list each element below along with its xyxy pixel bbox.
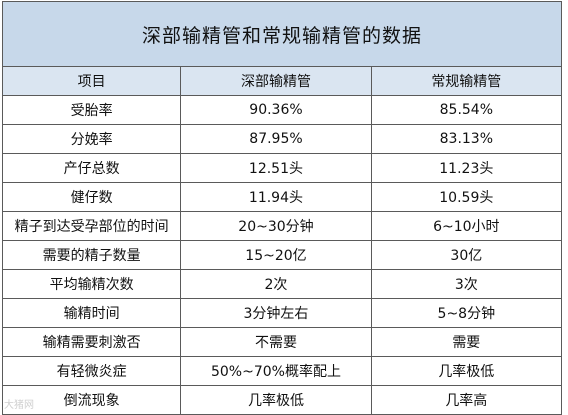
row-item-label: 倒流现象 [1,385,182,415]
row-deep-value: 几率极低 [180,385,372,415]
row-regular-value: 30亿 [370,240,563,270]
row-regular-value: 几率高 [370,385,563,415]
row-regular-value: 需要 [370,327,563,357]
row-deep-value: 不需要 [180,327,372,357]
row-item-label: 产仔总数 [1,153,182,183]
row-deep-value: 15~20亿 [180,240,372,270]
table-row: 平均输精次数 2次 3次 [1,269,563,299]
table-row: 需要的精子数量 15~20亿 30亿 [1,240,563,270]
row-regular-value: 6~10小时 [370,211,563,241]
row-deep-value: 2次 [180,269,372,299]
row-regular-value: 几率极低 [370,356,563,386]
row-item-label: 健仔数 [1,182,182,212]
row-regular-value: 83.13% [370,124,563,154]
table-row: 有轻微炎症 50%~70%概率配上 几率极低 [1,356,563,386]
row-item-label: 有轻微炎症 [1,356,182,386]
row-deep-value: 87.95% [180,124,372,154]
header-row: 项目 深部输精管 常规输精管 [1,66,563,96]
row-item-label: 分娩率 [1,124,182,154]
row-regular-value: 85.54% [370,95,563,125]
table-row: 健仔数 11.94头 10.59头 [1,182,563,212]
table-row: 输精需要刺激否 不需要 需要 [1,327,563,357]
header-regular-catheter: 常规输精管 [370,66,563,96]
table-row: 受胎率 90.36% 85.54% [1,95,563,125]
table-row: 倒流现象 几率极低 几率高 [1,385,563,415]
row-deep-value: 50%~70%概率配上 [180,356,372,386]
header-item: 项目 [1,66,182,96]
row-deep-value: 3分钟左右 [180,298,372,328]
table-row: 输精时间 3分钟左右 5~8分钟 [1,298,563,328]
table-row: 精子到达受孕部位的时间 20~30分钟 6~10小时 [1,211,563,241]
table-row: 分娩率 87.95% 83.13% [1,124,563,154]
row-deep-value: 90.36% [180,95,372,125]
row-item-label: 精子到达受孕部位的时间 [1,211,182,241]
row-deep-value: 12.51头 [180,153,372,183]
row-deep-value: 20~30分钟 [180,211,372,241]
row-item-label: 输精需要刺激否 [1,327,182,357]
row-item-label: 需要的精子数量 [1,240,182,270]
table-row: 产仔总数 12.51头 11.23头 [1,153,563,183]
row-regular-value: 5~8分钟 [370,298,563,328]
row-regular-value: 10.59头 [370,182,563,212]
watermark: 大猪网 [4,400,34,411]
row-regular-value: 11.23头 [370,153,563,183]
title-row: 深部输精管和常规输精管的数据 [2,1,562,67]
row-item-label: 输精时间 [1,298,182,328]
header-deep-catheter: 深部输精管 [180,66,372,96]
row-deep-value: 11.94头 [180,182,372,212]
row-item-label: 平均输精次数 [1,269,182,299]
row-regular-value: 3次 [370,269,563,299]
table-title: 深部输精管和常规输精管的数据 [2,1,562,67]
row-item-label: 受胎率 [1,95,182,125]
